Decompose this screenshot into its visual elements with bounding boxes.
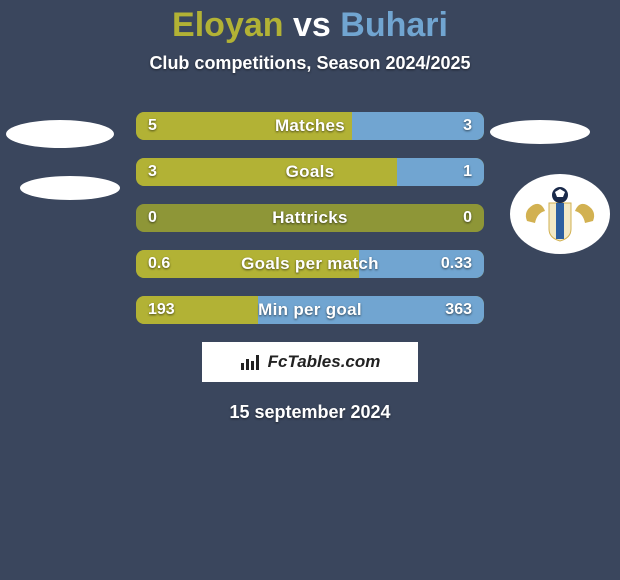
stat-row: 00Hattricks: [136, 204, 484, 232]
title-player2: Buhari: [340, 6, 448, 44]
title-vs: vs: [293, 6, 331, 44]
player1-silhouette-1: [6, 120, 114, 148]
watermark: FcTables.com: [202, 342, 418, 382]
stat-row: 193363Min per goal: [136, 296, 484, 324]
stat-label: Goals per match: [136, 250, 484, 278]
stat-label: Min per goal: [136, 296, 484, 324]
team-crest-icon: [523, 183, 597, 245]
subtitle: Club competitions, Season 2024/2025: [0, 53, 620, 74]
watermark-text: FcTables.com: [268, 352, 381, 372]
player1-silhouette-2: [20, 176, 120, 200]
date: 15 september 2024: [0, 402, 620, 423]
stat-label: Goals: [136, 158, 484, 186]
stat-row: 0.60.33Goals per match: [136, 250, 484, 278]
stat-label: Matches: [136, 112, 484, 140]
comparison-stage: 53Matches 31Goals 00Hattricks 0.60.33Goals …: [0, 112, 620, 324]
stat-label: Hattricks: [136, 204, 484, 232]
page-title: Eloyan vs Buhari: [0, 0, 620, 45]
player2-silhouette: [490, 120, 590, 144]
chart-icon: [240, 353, 262, 371]
stat-row: 31Goals: [136, 158, 484, 186]
stat-row: 53Matches: [136, 112, 484, 140]
team-badge: [510, 174, 610, 254]
title-player1: Eloyan: [172, 6, 283, 44]
stats-bars: 53Matches 31Goals 00Hattricks 0.60.33Goals …: [136, 112, 484, 324]
